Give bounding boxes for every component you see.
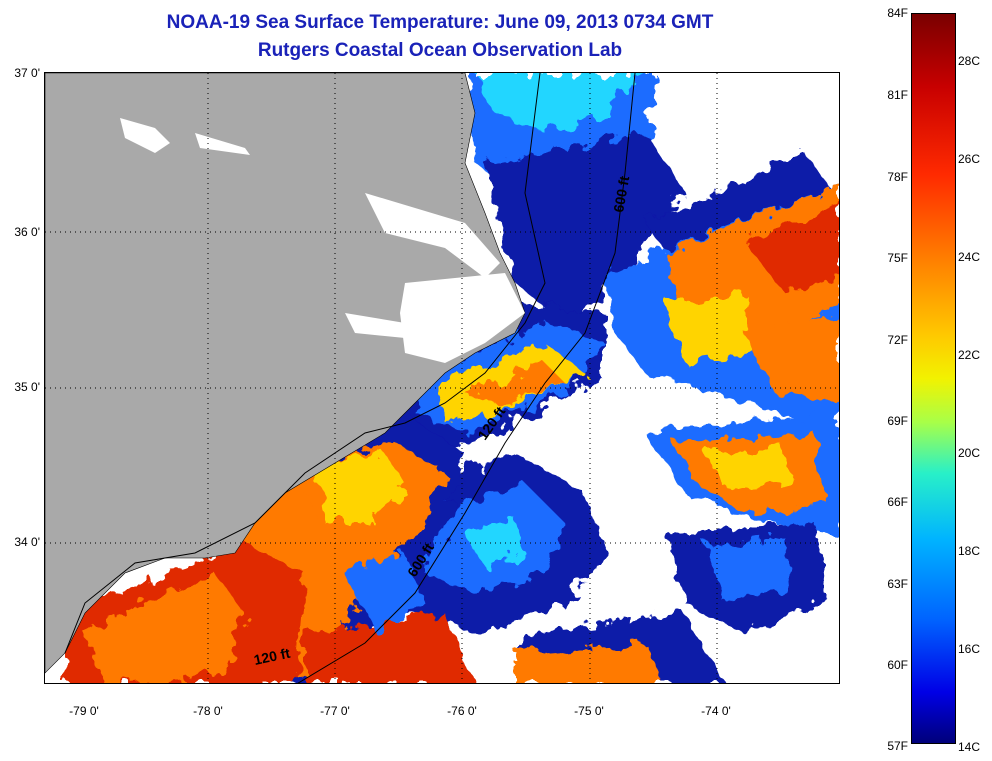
inland-reservoir [195,133,250,155]
colorbar-label-60f: 60F [887,658,908,672]
colorbar-label-66f: 66F [887,495,908,509]
albemarle-sound [365,193,500,278]
sst-patch-hot [745,313,839,403]
sst-patch-cold [485,133,685,323]
map-title: NOAA-19 Sea Surface Temperature: June 09… [166,12,714,33]
neuse-river [345,313,405,338]
lon-label-75: -75 0' [574,704,604,718]
lon-label-79: -79 0' [69,704,99,718]
map-subtitle: Rutgers Coastal Ocean Observation Lab [257,40,623,61]
lat-label-36: 36 0' [14,225,40,239]
sst-patch-hot [465,363,565,408]
colorbar-label-78f: 78F [887,170,908,184]
lon-label-74: -74 0' [701,704,731,718]
colorbar-label-72f: 72F [887,333,908,347]
colorbar-label-22c: 22C [958,348,981,362]
contour-600ft [297,73,636,683]
sst-field [65,73,839,683]
sst-patch-hottest [745,203,839,293]
colorbar-label-57f: 57F [887,739,908,753]
inland-lake [120,118,170,153]
colorbar-label-14c: 14C [958,740,981,754]
graticule [45,73,839,683]
colorbar-label-75f: 75F [887,251,908,265]
contour-label-120ft-south: 120 ft [252,645,291,668]
sst-patch-mild [475,73,645,133]
colorbar-label-24c: 24C [958,250,981,264]
colorbar-label-69f: 69F [887,414,908,428]
lon-label-76: -76 0' [447,704,477,718]
lat-label-34: 34 0' [14,535,40,549]
colorbar-label-81f: 81F [887,88,908,102]
sst-patch-warm [665,293,755,363]
colorbar-label-16c: 16C [958,642,981,656]
sst-patch-warm [705,448,790,488]
sst-map: 600 ft 120 ft 600 ft 120 ft [44,72,840,684]
sst-patch-hot [85,573,245,683]
sst-patch-cold [645,153,839,263]
lat-label-35: 35 0' [14,380,40,394]
colorbar-label-84f: 84F [887,6,908,20]
colorbar-label-26c: 26C [958,152,981,166]
lat-label-37: 37 0' [14,66,40,80]
colorbar-label-28c: 28C [958,54,981,68]
sst-patch-cool [705,538,790,603]
contour-label-600ft-north: 600 ft [610,174,632,213]
lon-label-78: -78 0' [193,704,223,718]
temperature-colorbar [911,13,956,744]
sst-patch-hottest [305,613,475,683]
contour-120ft [64,73,546,654]
colorbar-label-18c: 18C [958,544,981,558]
sst-patch-cool [345,553,425,633]
lon-label-77: -77 0' [320,704,350,718]
colorbar-label-63f: 63F [887,577,908,591]
sst-patch-warm [315,453,405,523]
colorbar-label-20c: 20C [958,446,981,460]
